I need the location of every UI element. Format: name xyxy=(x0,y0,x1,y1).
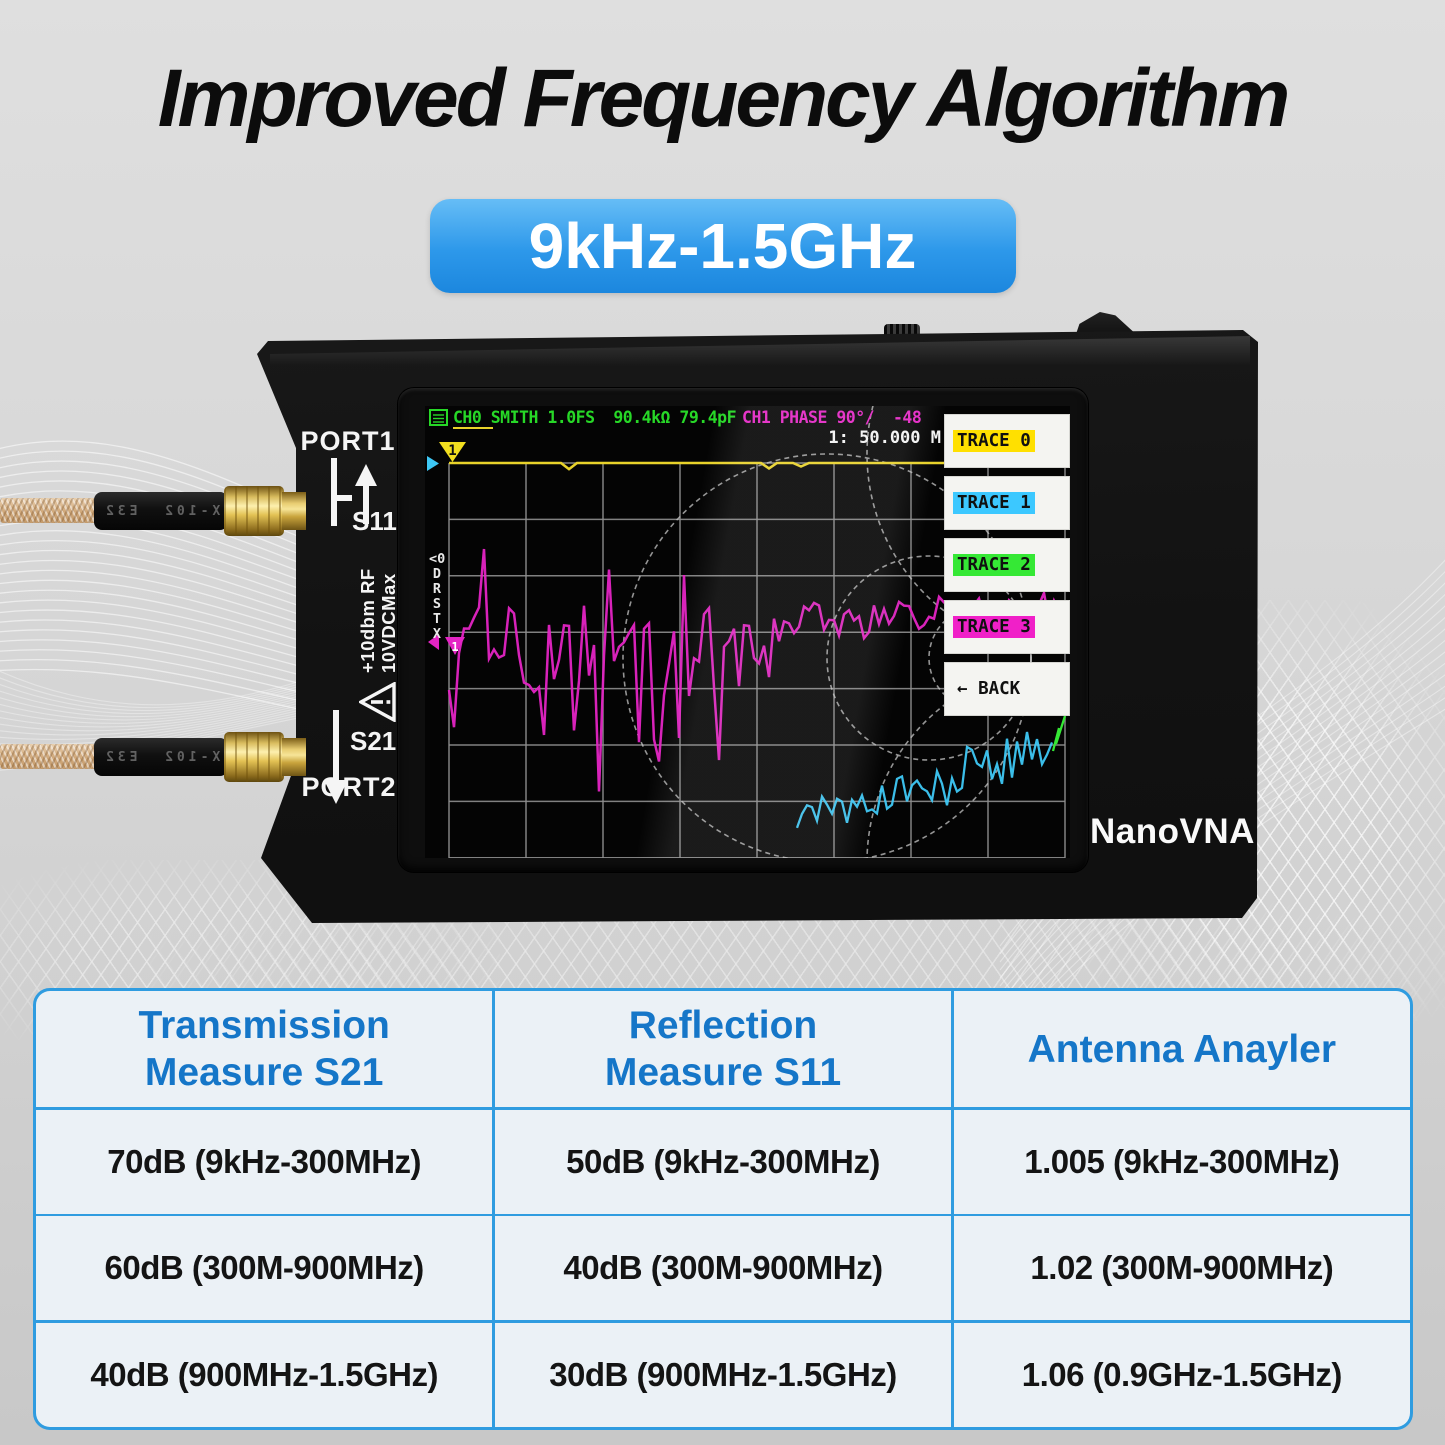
spec-cell: 60dB (300M-900MHz) xyxy=(36,1216,493,1321)
spec-table: Transmission Measure S21 Reflection Meas… xyxy=(33,988,1413,1430)
trace-3-button[interactable]: TRACE 3 xyxy=(944,600,1070,654)
screen-bezel xyxy=(398,388,1088,872)
sma-barrel-port2 xyxy=(282,738,306,776)
cable-print: X-102 E32 xyxy=(101,749,221,765)
s11-reflection-arrow-icon xyxy=(331,458,377,526)
back-label: ← BACK xyxy=(957,679,1021,699)
side-marker-column: <0 D R S T X xyxy=(429,551,446,642)
spec-cell: 1.06 (0.9GHz-1.5GHz) xyxy=(953,1322,1410,1427)
trace-1-label: TRACE 1 xyxy=(953,492,1035,514)
trace-0-label: TRACE 0 xyxy=(953,430,1035,452)
marker-frequency-readout: 1: 50.000 M xyxy=(828,428,941,448)
port2-label: PORT2 xyxy=(301,772,397,802)
s11-label: S11 xyxy=(352,506,397,536)
s21-label: S21 xyxy=(350,726,397,756)
rf-warning-label: +10dbm RF 10VDCMax xyxy=(357,568,399,673)
spec-cell: 1.02 (300M-900MHz) xyxy=(953,1216,1410,1321)
ch0-active-underline xyxy=(453,427,493,429)
trace-0-button[interactable]: TRACE 0 xyxy=(944,414,1070,468)
spec-cell: 40dB (300M-900MHz) xyxy=(494,1216,952,1321)
cable-sleeve: X-102 E32 xyxy=(94,738,228,776)
spec-header-antenna: Antenna Anayler xyxy=(953,991,1410,1107)
sma-barrel-port1 xyxy=(282,492,306,530)
spec-cell: 70dB (9kHz-300MHz) xyxy=(36,1109,493,1214)
trace-2-button[interactable]: TRACE 2 xyxy=(944,538,1070,592)
warning-triangle-icon xyxy=(359,682,396,722)
trace-2-label: TRACE 2 xyxy=(953,554,1035,576)
spec-cell: 40dB (900MHz-1.5GHz) xyxy=(36,1322,493,1427)
ch0-status-text: CH0 SMITH 1.0FS 90.4kΩ 79.4pF xyxy=(453,408,737,427)
device-jog-switch xyxy=(1072,312,1134,346)
coax-cable-braid xyxy=(0,498,100,523)
screen-status-bar: CH0 SMITH 1.0FS 90.4kΩ 79.4pF CH1 PHASE 9… xyxy=(453,408,922,427)
brand-logo: NanoVNA xyxy=(1090,812,1255,851)
coax-cable-braid xyxy=(0,744,100,769)
spec-cell: 50dB (9kHz-300MHz) xyxy=(494,1109,952,1214)
device-toggle-switch xyxy=(884,324,920,346)
rf-warning-block: +10dbm RF 10VDCMax xyxy=(293,552,399,722)
trace-1-button[interactable]: TRACE 1 xyxy=(944,476,1070,530)
frequency-range-badge: 9kHz-1.5GHz xyxy=(429,199,1016,293)
sma-connector-port2 xyxy=(224,732,284,782)
screen-menu: TRACE 0 TRACE 1 TRACE 2 TRACE 3 ← BACK xyxy=(944,414,1070,716)
trace-3-label: TRACE 3 xyxy=(953,616,1035,638)
s21-down-arrow-icon xyxy=(324,710,348,804)
spec-header-reflection: Reflection Measure S11 xyxy=(494,991,952,1107)
svg-text:1: 1 xyxy=(448,443,456,459)
port1-label: PORT1 xyxy=(300,426,396,456)
cable-sleeve: X-102 E32 xyxy=(94,492,228,530)
smith-chart-plot: 11 xyxy=(427,406,1070,858)
ch1-status-text: CH1 PHASE 90°/ -48 xyxy=(742,408,922,427)
sma-connector-port1 xyxy=(224,486,284,536)
spec-cell: 30dB (900MHz-1.5GHz) xyxy=(494,1322,952,1427)
cable-print: X-102 E32 xyxy=(101,503,221,519)
back-button[interactable]: ← BACK xyxy=(944,662,1070,716)
svg-text:1: 1 xyxy=(451,640,458,654)
spec-header-transmission: Transmission Measure S21 xyxy=(36,991,493,1107)
spec-cell: 1.005 (9kHz-300MHz) xyxy=(953,1109,1410,1214)
page-title: Improved Frequency Algorithm xyxy=(157,53,1290,144)
